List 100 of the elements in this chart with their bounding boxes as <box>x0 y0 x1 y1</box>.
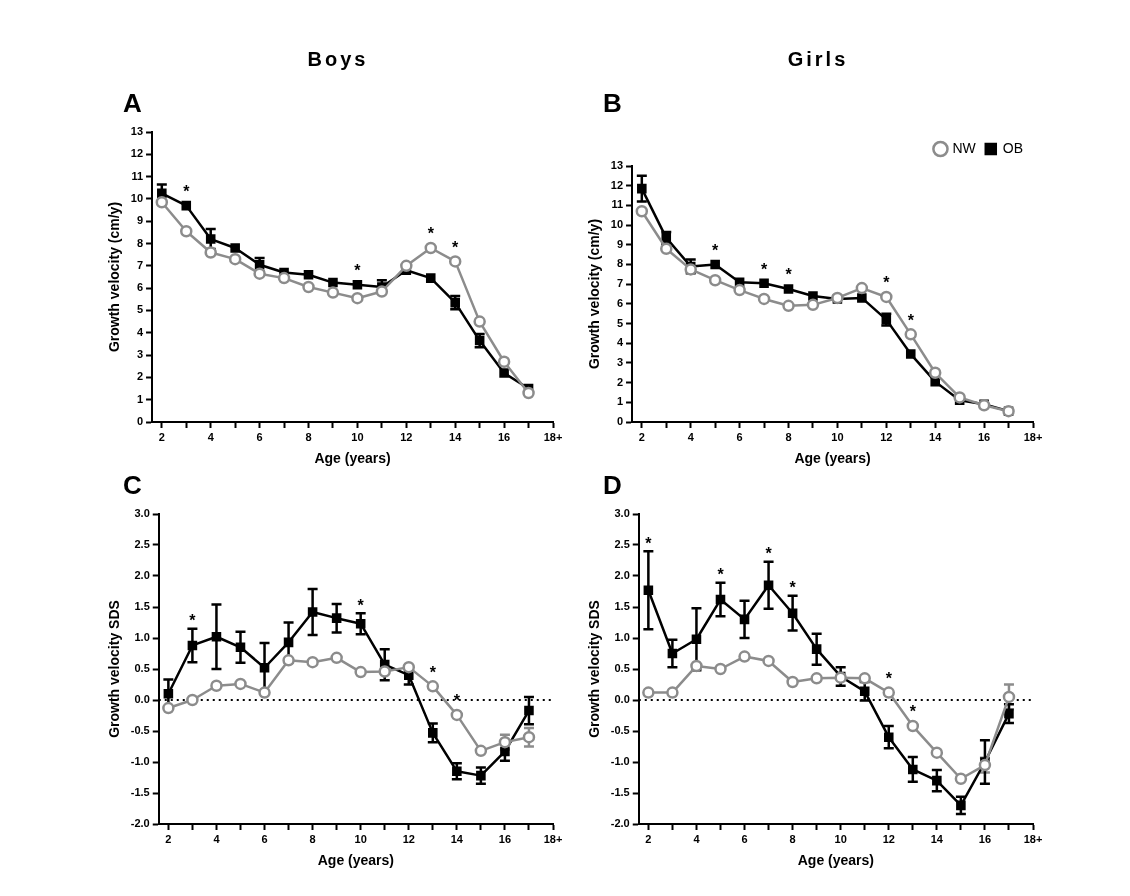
annotation: * <box>712 241 720 259</box>
annotation: * <box>452 238 460 256</box>
y-tick-label: 0.0 <box>134 693 150 706</box>
y-tick-label: -1.5 <box>610 786 630 799</box>
legend-label: NW <box>952 139 977 156</box>
x-tick-label: 10 <box>834 832 847 845</box>
x-axis-title: Age (years) <box>314 450 391 467</box>
x-tick-label: 2 <box>158 430 165 443</box>
x-tick-label: 2 <box>165 832 172 845</box>
y-tick-label: 10 <box>610 218 624 231</box>
x-tick-label: 6 <box>261 832 268 845</box>
annotation: * <box>785 266 793 284</box>
x-tick-label: 16 <box>498 832 512 845</box>
y-tick-label: 1.0 <box>614 631 630 644</box>
x-tick-label: 4 <box>213 832 221 845</box>
y-tick-label: 3.0 <box>134 507 150 520</box>
x-tick-label: 2 <box>645 832 652 845</box>
x-tick-label: 10 <box>354 832 367 845</box>
y-tick-label: 13 <box>130 125 144 138</box>
x-tick-label: 8 <box>309 832 316 845</box>
x-tick-label: 8 <box>305 430 312 443</box>
chart-subtitle: C <box>122 470 143 502</box>
annotation: * <box>429 663 437 681</box>
y-tick-label: 0.0 <box>614 693 630 706</box>
x-tick-label: 2 <box>638 430 645 443</box>
x-tick-label: 8 <box>785 430 792 443</box>
annotation: * <box>453 692 461 710</box>
x-tick-label: 18+ <box>543 832 563 845</box>
y-tick-label: 11 <box>131 169 144 182</box>
y-tick-label: -0.5 <box>610 724 630 737</box>
y-tick-label: -2.0 <box>130 817 150 830</box>
annotation: * <box>645 534 653 552</box>
y-tick-label: 10 <box>130 191 144 204</box>
chart-subtitle: A <box>122 88 143 120</box>
chart-subtitle: B <box>602 88 623 120</box>
annotation: * <box>883 274 891 292</box>
y-tick-label: 1.5 <box>614 600 630 613</box>
x-axis-title: Age (years) <box>797 852 875 869</box>
y-tick-label: 11 <box>611 198 624 211</box>
y-tick-label: 0 <box>616 415 624 428</box>
annotation: * <box>789 579 797 597</box>
y-tick-label: 4 <box>136 325 144 338</box>
x-axis-title: Age (years) <box>317 852 395 869</box>
annotation: * <box>183 183 191 201</box>
x-tick-label: 16 <box>977 430 991 443</box>
y-tick-label: 2.0 <box>134 569 150 582</box>
y-tick-label: 2.0 <box>614 569 630 582</box>
x-tick-label: 18+ <box>543 430 563 443</box>
x-tick-label: 16 <box>497 430 511 443</box>
y-tick-label: 1.0 <box>134 631 150 644</box>
y-tick-label: 8 <box>616 257 624 270</box>
y-tick-label: 5 <box>136 303 144 316</box>
x-tick-label: 16 <box>978 832 992 845</box>
y-tick-label: 12 <box>610 178 624 191</box>
y-tick-label: -2.0 <box>610 817 630 830</box>
x-tick-label: 12 <box>402 832 415 845</box>
y-tick-label: -0.5 <box>130 724 150 737</box>
legend-label: OB <box>1002 139 1024 156</box>
chart-title: Girls <box>786 48 850 72</box>
y-tick-label: 7 <box>616 277 624 290</box>
x-tick-label: 18+ <box>1023 430 1043 443</box>
y-tick-label: 2 <box>136 370 144 383</box>
y-tick-label: -1.0 <box>610 755 630 768</box>
annotation: * <box>354 262 362 280</box>
y-tick-label: 0.5 <box>614 662 630 675</box>
x-tick-label: 8 <box>789 832 796 845</box>
x-tick-label: 10 <box>831 430 844 443</box>
x-tick-label: 14 <box>449 430 463 443</box>
y-tick-label: 6 <box>136 281 144 294</box>
y-tick-label: 9 <box>136 214 144 227</box>
annotation: * <box>885 669 893 687</box>
y-tick-label: 3.0 <box>614 507 630 520</box>
annotation: * <box>907 311 915 329</box>
y-tick-label: 9 <box>616 237 624 250</box>
x-tick-label: 6 <box>736 430 743 443</box>
y-tick-label: 6 <box>616 296 624 309</box>
x-tick-label: 4 <box>693 832 701 845</box>
y-axis-title: Growth velocity SDS <box>586 600 603 738</box>
y-axis-title: Growth velocity (cm/y) <box>106 201 123 353</box>
y-tick-label: -1.5 <box>130 786 150 799</box>
y-tick-label: 3 <box>616 355 624 368</box>
y-tick-label: 0.5 <box>134 662 150 675</box>
y-axis-title: Growth velocity (cm/y) <box>586 218 603 370</box>
annotation: * <box>717 566 725 584</box>
x-tick-label: 12 <box>880 430 893 443</box>
x-axis-title: Age (years) <box>794 450 871 467</box>
annotation: * <box>189 612 197 630</box>
y-tick-label: 3 <box>136 348 144 361</box>
y-tick-label: 5 <box>616 316 624 329</box>
annotation: * <box>427 225 435 243</box>
annotation: * <box>765 545 773 563</box>
y-tick-label: 2.5 <box>134 538 150 551</box>
y-tick-label: 2.5 <box>614 538 630 551</box>
y-tick-label: 1 <box>136 392 144 405</box>
chart-subtitle: D <box>602 470 623 502</box>
y-tick-label: 13 <box>610 159 624 172</box>
x-tick-label: 12 <box>400 430 413 443</box>
x-tick-label: 10 <box>351 430 364 443</box>
chart-title: Boys <box>306 48 370 72</box>
x-tick-label: 14 <box>450 832 464 845</box>
